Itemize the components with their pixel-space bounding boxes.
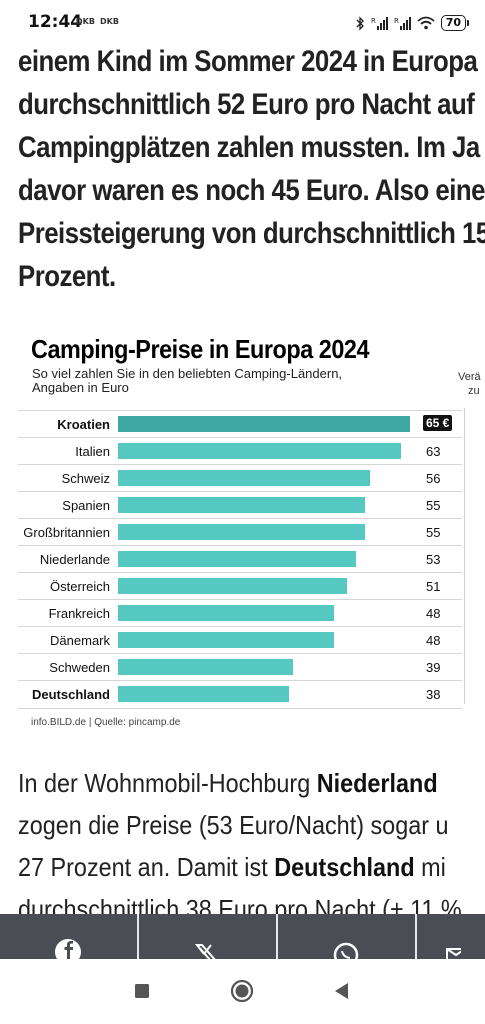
- system-nav-bar: [0, 959, 485, 1024]
- paragraph-text: In der Wohnmobil-Hochburg: [18, 768, 317, 798]
- category-label: Deutschland: [31, 687, 110, 702]
- chart-row: Großbritannien 55: [18, 518, 462, 546]
- bar: [118, 470, 370, 486]
- share-bar: [0, 914, 485, 959]
- chart-row: Schweiz 56: [18, 464, 462, 492]
- category-label: Kroatien: [57, 417, 110, 432]
- article-paragraph: In der Wohnmobil-Hochburg Niederland zog…: [18, 762, 485, 930]
- chart-subtitle-line: Angaben in Euro: [32, 380, 129, 395]
- x-icon: [195, 944, 216, 959]
- paragraph-text: zogen die Preise (53 Euro/Nacht) sogar u: [18, 810, 449, 840]
- chart-divider: [464, 408, 465, 704]
- bar: [118, 551, 357, 567]
- camping-price-chart: Camping-Preise in Europa 2024 So viel za…: [18, 334, 485, 740]
- value-label: 39: [426, 660, 441, 675]
- facebook-icon: [55, 939, 82, 959]
- chart-row: Deutschland 38: [18, 680, 462, 709]
- category-label: Schweiz: [61, 471, 110, 486]
- status-bar: 12:44 DKB DKB R R 70: [0, 0, 485, 42]
- bar: [118, 686, 289, 702]
- wifi-icon: [417, 16, 435, 30]
- value-label: 53: [426, 552, 441, 567]
- operator-label-1: DKB: [76, 17, 95, 26]
- chart-row: Schweden 39: [18, 653, 462, 681]
- value-label: 56: [426, 471, 441, 486]
- bar: [118, 416, 410, 432]
- chart-source: info.BILD.de | Quelle: pincamp.de: [31, 717, 181, 728]
- chart-title: Camping-Preise in Europa 2024: [31, 334, 370, 364]
- paragraph-bold-text: Niederland: [316, 768, 438, 798]
- share-facebook-button[interactable]: [0, 914, 139, 959]
- category-label: Großbritannien: [23, 525, 110, 540]
- side-note-line: zu: [468, 385, 480, 397]
- paragraph-text: mi: [414, 852, 446, 882]
- chart-row: Spanien 55: [18, 491, 462, 519]
- status-icons: R R 70: [356, 13, 469, 33]
- paragraph-line: Prozent.: [18, 260, 116, 293]
- whatsapp-icon: [333, 942, 359, 959]
- paragraph-line: einem Kind im Sommer 2024 in Europa: [18, 45, 478, 78]
- paragraph-text: 27 Prozent an. Damit ist: [18, 852, 275, 882]
- svg-text:R: R: [371, 17, 376, 25]
- home-circle-icon: [230, 979, 254, 1003]
- chart-row: Frankreich 48: [18, 599, 462, 627]
- paragraph-line: durchschnittlich 52 Euro pro Nacht auf: [18, 88, 475, 121]
- bar: [118, 578, 348, 594]
- category-label: Dänemark: [50, 633, 110, 648]
- bar: [118, 524, 366, 540]
- chart-row: Niederlande 53: [18, 545, 462, 573]
- share-whatsapp-button[interactable]: [278, 914, 417, 959]
- battery-icon: 70: [440, 15, 469, 31]
- bar: [118, 605, 334, 621]
- bar: [118, 497, 366, 513]
- battery-level: 70: [440, 15, 466, 31]
- value-label: 55: [426, 525, 441, 540]
- bar: [118, 659, 294, 675]
- share-x-button[interactable]: [139, 914, 278, 959]
- operator-label-2: DKB: [100, 17, 119, 26]
- chart-subtitle-line: So viel zahlen Sie in den beliebten Camp…: [32, 366, 343, 381]
- chart-row: Österreich 51: [18, 572, 462, 600]
- category-label: Italien: [75, 444, 110, 459]
- bluetooth-icon: [356, 15, 364, 31]
- paragraph-line: Campingplätzen zahlen mussten. Im Ja: [18, 131, 480, 164]
- value-badge: 65 €: [423, 415, 453, 431]
- category-label: Spanien: [62, 498, 110, 513]
- article-paragraph: einem Kind im Sommer 2024 in Europa durc…: [18, 40, 485, 298]
- category-label: Österreich: [50, 579, 110, 594]
- back-button[interactable]: [329, 979, 353, 1003]
- category-label: Schweden: [49, 660, 110, 675]
- value-label: 55: [426, 498, 441, 513]
- category-label: Niederlande: [39, 552, 110, 567]
- category-label: Frankreich: [48, 606, 110, 621]
- home-button[interactable]: [230, 979, 254, 1003]
- chart-subtitle: So viel zahlen Sie in den beliebten Camp…: [32, 367, 382, 395]
- bar: [118, 443, 401, 459]
- value-label: 63: [426, 444, 441, 459]
- chart-row: Italien 63: [18, 437, 462, 465]
- article-body: einem Kind im Sommer 2024 in Europa durc…: [18, 40, 485, 298]
- chart-row: Dänemark 48: [18, 626, 462, 654]
- clock: 12:44: [28, 12, 83, 32]
- value-label: 38: [426, 687, 441, 702]
- bar: [118, 632, 334, 648]
- email-icon: [445, 948, 461, 959]
- value-label: 48: [426, 606, 441, 621]
- square-icon: [135, 984, 149, 998]
- paragraph-line: davor waren es noch 45 Euro. Also eine: [18, 174, 485, 207]
- value-label: 48: [426, 633, 441, 648]
- signal-icon: R: [371, 17, 388, 30]
- side-note-line: Verä: [458, 371, 481, 383]
- back-triangle-icon: [335, 983, 348, 999]
- recents-button[interactable]: [130, 979, 154, 1003]
- signal-icon: R: [394, 17, 411, 30]
- paragraph-line: Preissteigerung von durchschnittlich 15: [18, 217, 485, 250]
- svg-text:R: R: [394, 17, 399, 25]
- chart-side-note: Verä zu: [458, 370, 481, 398]
- share-email-button[interactable]: [417, 914, 485, 959]
- chart-row: Kroatien 65 €: [18, 410, 462, 438]
- paragraph-bold-text: Deutschland: [274, 852, 415, 882]
- value-label: 51: [426, 579, 441, 594]
